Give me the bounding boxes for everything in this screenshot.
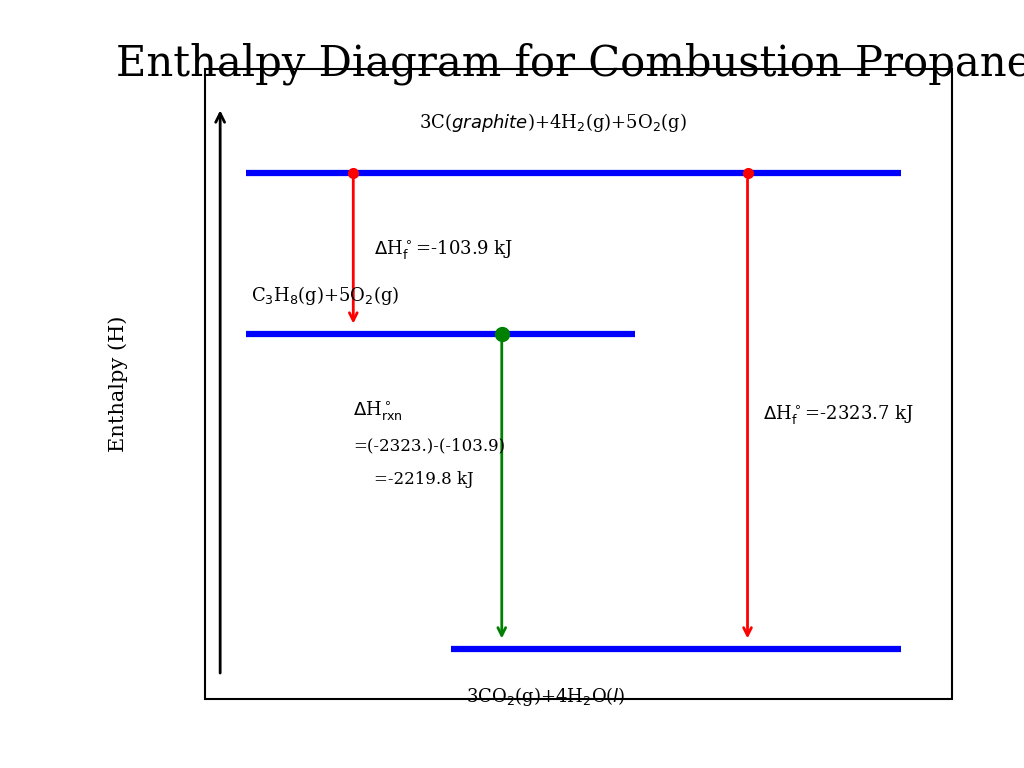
Text: =-2219.8 kJ: =-2219.8 kJ: [374, 472, 473, 488]
Text: 3CO$_2$(g)+4H$_2$O($\mathit{l}$): 3CO$_2$(g)+4H$_2$O($\mathit{l}$): [466, 685, 626, 708]
Text: C$_3$H$_8$(g)+5O$_2$(g): C$_3$H$_8$(g)+5O$_2$(g): [251, 284, 399, 307]
Text: Enthalpy Diagram for Combustion Propane: Enthalpy Diagram for Combustion Propane: [116, 42, 1024, 84]
Text: 3C($\mathit{graphite}$)+4H$_2$(g)+5O$_2$(g): 3C($\mathit{graphite}$)+4H$_2$(g)+5O$_2$…: [419, 111, 687, 134]
Text: =(-2323.)-(-103.9): =(-2323.)-(-103.9): [353, 437, 506, 454]
Text: $\Delta$H$^\circ_\mathrm{f}$=-103.9 kJ: $\Delta$H$^\circ_\mathrm{f}$=-103.9 kJ: [374, 238, 513, 261]
Text: Enthalpy (H): Enthalpy (H): [108, 316, 128, 452]
Text: $\Delta$H$^\circ_\mathrm{rxn}$: $\Delta$H$^\circ_\mathrm{rxn}$: [353, 399, 403, 422]
Bar: [205, 69, 952, 699]
Text: $\Delta$H$^\circ_\mathrm{f}$=-2323.7 kJ: $\Delta$H$^\circ_\mathrm{f}$=-2323.7 kJ: [763, 403, 913, 426]
